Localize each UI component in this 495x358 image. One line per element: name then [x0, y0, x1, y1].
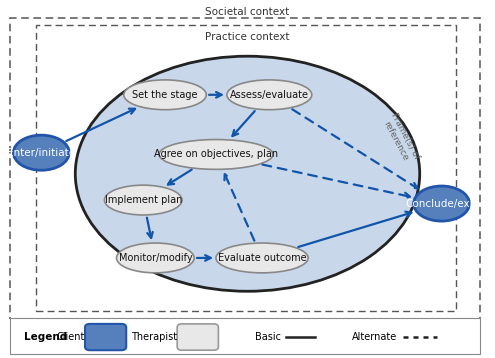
Text: Evaluate outcome: Evaluate outcome [218, 253, 306, 263]
FancyBboxPatch shape [85, 324, 126, 350]
Ellipse shape [13, 135, 69, 170]
Ellipse shape [116, 243, 194, 273]
Text: Assess/evaluate: Assess/evaluate [230, 90, 309, 100]
Ellipse shape [124, 80, 206, 110]
Text: Practice context: Practice context [205, 32, 290, 42]
Ellipse shape [414, 186, 469, 221]
Text: Societal context: Societal context [205, 8, 290, 17]
Text: Conclude/exit: Conclude/exit [406, 199, 477, 209]
FancyBboxPatch shape [177, 324, 218, 350]
Text: Alternate: Alternate [351, 332, 397, 342]
Text: Therapist: Therapist [131, 332, 177, 342]
Text: Frame(s) of
reference: Frame(s) of reference [380, 111, 421, 166]
Text: Legend: Legend [24, 332, 68, 342]
Ellipse shape [104, 185, 182, 215]
Ellipse shape [159, 140, 273, 169]
Text: Set the stage: Set the stage [132, 90, 198, 100]
Ellipse shape [75, 56, 420, 291]
Ellipse shape [216, 243, 308, 273]
Text: Basic: Basic [255, 332, 282, 342]
Text: Implement plan: Implement plan [104, 195, 182, 205]
Text: Enter/initiate: Enter/initiate [7, 148, 75, 158]
Text: Monitor/modify: Monitor/modify [118, 253, 192, 263]
Ellipse shape [227, 80, 312, 110]
Text: Agree on objectives, plan: Agree on objectives, plan [154, 149, 278, 159]
Text: Client: Client [56, 332, 85, 342]
FancyBboxPatch shape [10, 318, 480, 354]
